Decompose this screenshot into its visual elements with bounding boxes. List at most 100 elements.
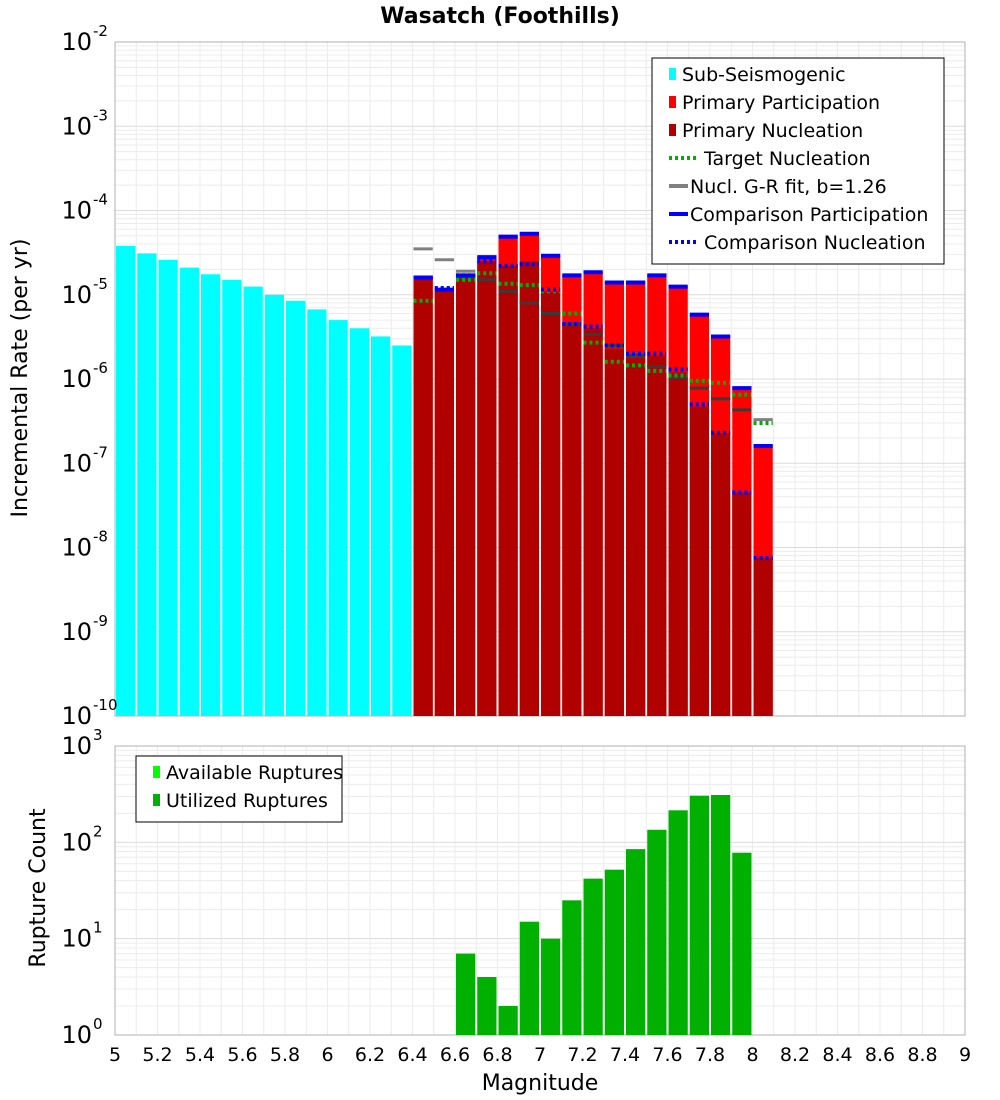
top-y-tick-exponent: -7 [93, 443, 108, 461]
top-bar [371, 336, 391, 716]
top-bar [519, 261, 539, 716]
top-bar [179, 267, 199, 716]
bottom-legend-box [135, 755, 343, 823]
top-y-tick-label: 10 [61, 112, 92, 140]
top-bar [434, 291, 454, 716]
bottom-bar [604, 869, 624, 1035]
top-legend: Sub-Seismogenic Primary Participation Prim… [651, 57, 945, 265]
top-legend-label-sub-seismogenic: Sub-Seismogenic [682, 64, 846, 86]
bottom-bar [562, 900, 582, 1035]
top-y-tick-exponent: -3 [93, 106, 108, 124]
x-tick-label: 6.2 [355, 1044, 385, 1066]
x-tick-label: 8.2 [780, 1044, 810, 1066]
x-tick-label: 6.6 [440, 1044, 470, 1066]
top-bar [413, 277, 433, 716]
x-tick-label: 7.6 [652, 1044, 682, 1066]
x-tick-label: 9 [959, 1044, 971, 1066]
top-y-tick-exponent: -8 [93, 528, 108, 546]
top-plot-frame [114, 41, 966, 717]
top-bar [711, 432, 731, 716]
top-bar [732, 492, 752, 716]
x-tick-label: 8.8 [907, 1044, 937, 1066]
top-bar [243, 286, 263, 716]
bottom-y-tick-exponent: 0 [93, 1015, 103, 1033]
x-tick-label: 6.8 [482, 1044, 512, 1066]
bottom-bar [498, 1006, 518, 1035]
bottom-bar [519, 921, 539, 1035]
top-legend-label-target-nucleation: Target Nucleation [703, 148, 871, 170]
top-series-primary-nucleation [413, 261, 773, 716]
x-tick-label: 7 [534, 1044, 546, 1066]
top-legend-label-primary-nucleation: Primary Nucleation [682, 120, 863, 142]
top-bar [477, 261, 497, 716]
top-bar [286, 300, 306, 716]
bottom-bar [477, 977, 497, 1035]
top-bar [137, 253, 157, 716]
bottom-legend-label-utilized-ruptures: Utilized Ruptures [166, 790, 328, 812]
bottom-bar [711, 794, 731, 1035]
top-y-tick-exponent: -4 [93, 191, 108, 209]
top-bar [307, 309, 327, 716]
bottom-y-tick-exponent: 3 [93, 726, 103, 744]
top-y-tick-label: 10 [61, 197, 92, 225]
bottom-bar [456, 953, 476, 1035]
top-y-tick-label: 10 [61, 618, 92, 646]
top-bar [201, 274, 221, 716]
top-bar [349, 328, 369, 716]
bottom-plot-frame [114, 745, 966, 1036]
top-y-tick-label: 10 [61, 534, 92, 562]
bottom-y-tick-label: 10 [61, 1021, 92, 1049]
top-y-tick-label: 10 [61, 28, 92, 56]
top-y-tick-label: 10 [61, 281, 92, 309]
top-bar [668, 372, 688, 716]
bottom-bar [541, 938, 561, 1035]
x-tick-label: 5.4 [185, 1044, 215, 1066]
x-tick-label: 5 [109, 1044, 121, 1066]
top-bar [689, 406, 709, 716]
top-y-tick-label: 10 [61, 702, 92, 730]
top-bar [498, 265, 518, 716]
bottom-series-utilized-ruptures [456, 794, 752, 1035]
bottom-legend-swatch-utilized-ruptures [153, 794, 160, 806]
x-tick-label: 6.4 [397, 1044, 427, 1066]
bottom-y-tick-exponent: 2 [93, 822, 103, 840]
x-tick-label: 8 [746, 1044, 758, 1066]
top-legend-swatch-primary-nucleation [669, 124, 676, 136]
top-y-tick-label: 10 [61, 449, 92, 477]
top-y-tick-exponent: -10 [93, 696, 118, 714]
bottom-y-tick-label: 10 [61, 732, 92, 760]
top-legend-label-primary-participation: Primary Participation [682, 92, 880, 114]
top-y-tick-exponent: -2 [93, 22, 108, 40]
top-legend-box [651, 57, 945, 265]
x-tick-label: 7.8 [695, 1044, 725, 1066]
top-legend-label-nucl-g-r-fit-b-1-26: Nucl. G-R fit, b=1.26 [690, 176, 887, 198]
top-legend-label-comparison-nucleation: Comparison Nucleation [704, 232, 926, 254]
top-bar [753, 558, 773, 716]
top-series-nucl-g-r-fit-b-1-26 [413, 247, 773, 422]
bottom-bar [668, 810, 688, 1035]
bottom-bar [647, 829, 667, 1035]
bottom-bar [626, 849, 646, 1035]
x-tick-label: 5.6 [227, 1044, 257, 1066]
bottom-legend: Available Ruptures Utilized Ruptures [135, 755, 343, 823]
bottom-legend-label-available-ruptures: Available Ruptures [166, 762, 343, 784]
top-series-comparison-participation [413, 231, 773, 449]
top-bar [583, 328, 603, 716]
bottom-bar [732, 852, 752, 1035]
top-y-tick-exponent: -5 [93, 275, 108, 293]
top-legend-swatch-sub-seismogenic [669, 68, 676, 80]
bottom-y-axis-label: Rupture Count [26, 808, 51, 968]
chart-title: Wasatch (Foothills) [380, 4, 620, 29]
top-y-axis-label: Incremental Rate (per yr) [8, 239, 33, 518]
x-tick-label: 7.4 [610, 1044, 640, 1066]
x-tick-label: 8.4 [822, 1044, 852, 1066]
top-bar [604, 348, 624, 716]
top-bar [541, 291, 561, 716]
x-tick-label: 7.2 [567, 1044, 597, 1066]
top-bar [456, 277, 476, 716]
x-tick-label: 6 [321, 1044, 333, 1066]
top-legend-label-comparison-participation: Comparison Participation [690, 204, 928, 226]
